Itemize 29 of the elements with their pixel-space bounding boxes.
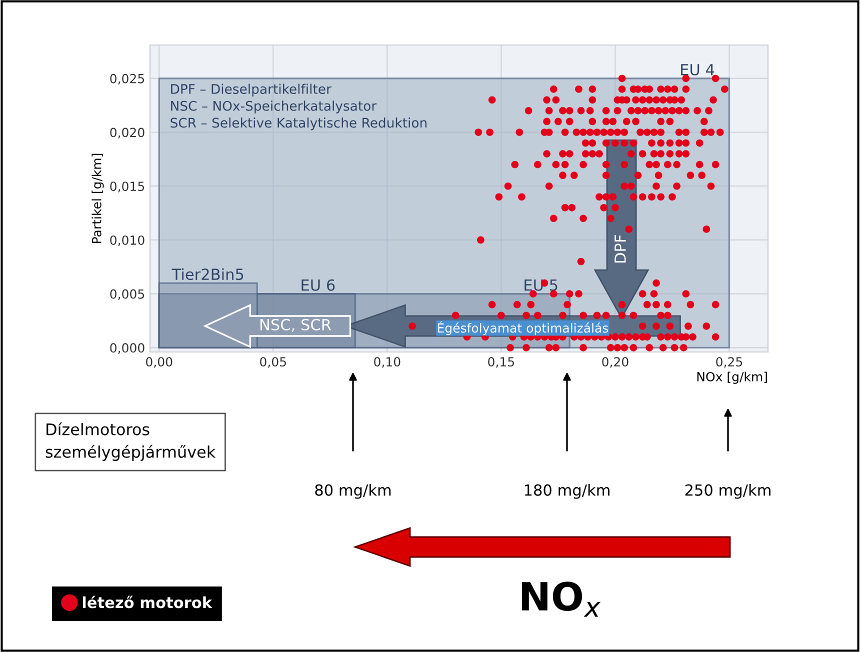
annotation: Égésfolyamat optimalizálás	[438, 320, 608, 336]
annotation: DPF – Dieselpartikelfilter	[171, 84, 332, 97]
x-tick-label: 0,25	[716, 357, 742, 368]
text: Dízelmotoros személygépjárművek	[46, 422, 216, 461]
x-tick-label: 0,10	[374, 357, 400, 368]
y-tick-label: 0,005	[110, 289, 144, 300]
y-tick-label: 0,015	[110, 182, 144, 192]
annotation: SCR – Selektive Katalytische Reduktion	[170, 118, 426, 130]
annotation: NSC, SCR	[260, 318, 332, 332]
text: NO$_{x}$	[522, 582, 601, 617]
y-tick-label: 0,025	[110, 74, 144, 85]
text: 250 mg/km	[685, 484, 770, 499]
x-tick-label: 0,00	[146, 357, 172, 368]
legend-label: létező motorok	[82, 596, 212, 608]
x-tick-label: 0,20	[602, 357, 628, 368]
y-axis-title: Partikel [g/km]	[92, 154, 104, 243]
x-axis-title: NOx [g/km]	[697, 372, 767, 384]
y-tick-label: 0,000	[110, 343, 144, 354]
text: 80 mg/km	[315, 484, 391, 499]
annotation: DPF	[614, 235, 626, 263]
text: 180 mg/km	[524, 484, 610, 499]
x-tick-label: 0,05	[260, 357, 286, 368]
x-tick-label: 0,15	[488, 357, 514, 368]
y-tick-label: 0,020	[110, 128, 144, 138]
series-label: EU 4	[681, 64, 714, 76]
series-label: Tier2Bin5	[172, 268, 244, 280]
series-label: EU 6	[302, 279, 335, 291]
y-tick-label: 0,010	[110, 235, 144, 246]
annotation: NSC – NOx-Speicherkatalysator	[171, 100, 377, 114]
